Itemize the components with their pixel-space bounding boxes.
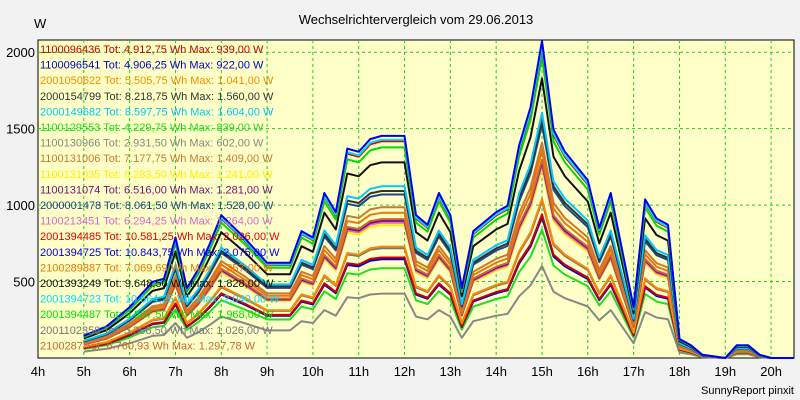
legend-entry-1100130966: 1100130966 Tot: 2.931,50 Wh Max: 602,00 … [40,138,264,150]
y-axis-label: W [34,16,47,31]
x-tick-label: 15h [531,364,553,379]
legend: 1100096436 Tot: 4.912,75 Wh Max: 939,00 … [40,44,280,352]
legend-entry-1100129553: 1100129553 Tot: 4.229,75 Wh Max: 839,00 … [40,122,264,134]
y-tick-label: 2000 [6,45,35,60]
legend-entry-2000154799: 2000154799 Tot: 8.218,75 Wh Max: 1.560,0… [40,91,274,103]
series-line-1100130966 [83,265,794,359]
legend-entry-2100287: 2100287 Tot: 6.760,93 Wh Max: 1.297,78 W [40,340,256,352]
legend-entry-2001394485: 2001394485 Tot: 10.581,25 Wh Max: 2.026,… [40,231,280,243]
chart-title: Wechselrichtervergleich vom 29.06.2013 [299,12,534,27]
series-line-2001394725 [83,39,794,359]
x-tick-label: 7h [168,364,182,379]
x-tick-label: 10h [302,364,324,379]
x-tick-label: 5h [77,364,91,379]
x-tick-label: 13h [440,364,462,379]
legend-entry-2100289887: 2100289887 Tot: 7.069,69 Wh Max: 1.357,0… [40,262,274,274]
legend-entry-2001394487: 2001394487 Tot: 9.867,50 Wh Max: 1.968,0… [40,309,274,321]
x-tick-label: 14h [485,364,507,379]
x-tick-label: 8h [214,364,228,379]
legend-entry-2000149682: 2000149682 Tot: 8.597,75 Wh Max: 1.604,0… [40,106,274,118]
y-tick-label: 1500 [6,122,35,137]
legend-entry-1100096541: 1100096541 Tot: 4.906,25 Wh Max: 922,00 … [40,60,264,72]
legend-entry-1100131074: 1100131074 Tot: 6.516,00 Wh Max: 1.281,0… [40,184,273,196]
y-tick-label: 500 [13,275,35,290]
x-tick-label: 19h [714,364,736,379]
legend-entry-2000001478: 2000001478 Tot: 8.061,50 Wh Max: 1.528,0… [40,200,274,212]
legend-entry-2001394725: 2001394725 Tot: 10.843,75 Wh Max: 2.075,… [40,247,280,259]
legend-entry-1100131006: 1100131006 Tot: 7.177,75 Wh Max: 1.409,0… [40,153,273,165]
x-tick-label: 12h [394,364,416,379]
legend-entry-2001394723: 2001394723 Tot: 10.664,25 Wh Max: 2.040,… [40,294,280,306]
y-tick-label: 1000 [6,198,35,213]
x-tick-label: 17h [623,364,645,379]
legend-entry-1100131035: 1100131035 Tot: 6.283,50 Wh Max: 1.241,0… [40,169,273,181]
series-lines [83,39,794,359]
x-tick-label: 11h [348,364,369,379]
legend-entry-2001393249: 2001393249 Tot: 9.648,50 Wh Max: 1.828,0… [40,278,274,290]
x-tick-label: 18h [669,364,691,379]
x-tick-label: 16h [577,364,599,379]
legend-entry-2001102358: 2001102358 Tot: 5.366,50 Wh Max: 1.026,0… [40,325,273,337]
footer-credit: SunnyReport pinxit [701,385,794,397]
legend-entry-2001050622: 2001050622 Tot: 5.505,75 Wh Max: 1.041,0… [40,75,274,87]
legend-entry-1100213451: 1100213451 Tot: 6.294,25 Wh Max: 1.264,0… [40,216,273,228]
axes: 4h 5h 6h 7h 8h 9h 10h 11h 12h 13h 14h 15h 16h 17h 18h 1… [6,45,782,379]
legend-entry-1100096436: 1100096436 Tot: 4.912,75 Wh Max: 939,00 … [40,44,264,56]
x-tick-label: 9h [260,364,274,379]
x-tick-label: 6h [122,364,136,379]
x-tick-label: 4h [31,364,45,379]
x-tick-label: 20h [760,364,782,379]
